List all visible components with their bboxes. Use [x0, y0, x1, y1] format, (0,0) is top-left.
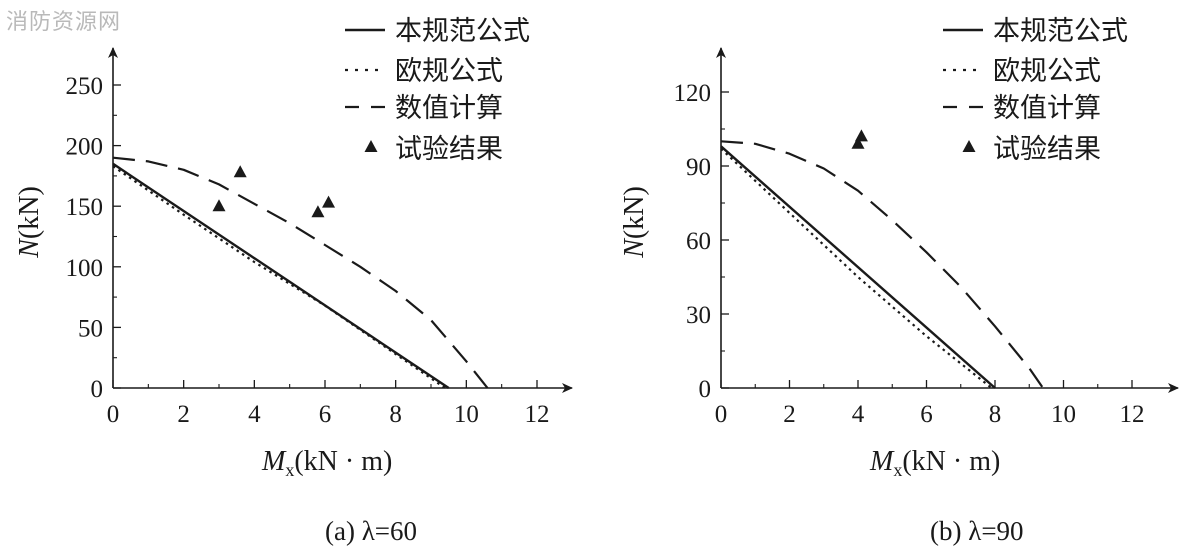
legend-marker-triangle — [962, 140, 976, 152]
test-result-marker — [311, 205, 325, 218]
series-line-dotted — [112, 165, 446, 389]
x-tick-label: 6 — [319, 401, 332, 428]
y-tick-label: 200 — [66, 134, 104, 161]
y-tick-label: 250 — [66, 73, 104, 100]
legend-label: 欧规公式 — [993, 56, 1101, 87]
y-tick-label: 0 — [699, 376, 712, 403]
legend-marker-triangle — [364, 140, 378, 152]
legend-label: 本规范公式 — [993, 16, 1128, 47]
series-line-solid — [720, 145, 996, 389]
chart-a: 0 2 4 6 8 10 12 0 50 100 150 200 250 N(kN) Mx(kN · m) 本… — [14, 16, 573, 546]
x-tick-label: 10 — [1051, 401, 1076, 428]
x-tick-label: 6 — [920, 401, 933, 428]
legend-label: 数值计算 — [993, 93, 1101, 124]
y-tick-label: 100 — [66, 255, 104, 282]
watermark-text: 消防资源网 — [6, 10, 122, 35]
y-tick-label: 120 — [674, 80, 712, 107]
y-tick-label: 90 — [686, 154, 711, 181]
test-result-marker — [212, 199, 226, 212]
legend-label: 欧规公式 — [395, 56, 503, 87]
y-tick-label: 50 — [78, 315, 103, 342]
x-tick-label: 4 — [852, 401, 865, 428]
legend-label: 试验结果 — [993, 134, 1101, 165]
y-tick-label: 60 — [686, 228, 711, 255]
series-line-solid — [112, 162, 450, 389]
x-tick-label: 2 — [783, 401, 796, 428]
x-tick-label: 10 — [454, 401, 479, 428]
series-line-dashed — [720, 140, 1044, 389]
series-line-dotted — [720, 147, 993, 389]
x-tick-label: 2 — [177, 401, 190, 428]
test-result-marker — [322, 195, 336, 208]
x-axis-label: Mx(kN · m) — [869, 446, 1000, 480]
legend-label: 试验结果 — [395, 134, 503, 165]
x-axis-label: Mx(kN · m) — [261, 446, 392, 480]
test-result-marker — [233, 165, 247, 178]
x-tick-label: 0 — [715, 401, 728, 428]
y-tick-label: 30 — [686, 302, 711, 329]
chart-caption: (b) λ=90 — [930, 516, 1024, 546]
y-axis-label: N(kN) — [619, 186, 650, 259]
test-result-marker — [851, 136, 865, 149]
y-tick-label: 0 — [91, 376, 104, 403]
x-tick-label: 0 — [107, 401, 120, 428]
series-line-dashed — [112, 156, 489, 389]
x-tick-label: 8 — [989, 401, 1002, 428]
legend-label: 本规范公式 — [395, 16, 530, 47]
test-result-marker — [854, 129, 868, 142]
legend-label: 数值计算 — [395, 93, 503, 124]
y-tick-label: 150 — [66, 194, 104, 221]
chart-caption: (a) λ=60 — [325, 516, 417, 546]
x-tick-label: 12 — [525, 401, 550, 428]
x-tick-label: 12 — [1120, 401, 1145, 428]
x-tick-label: 8 — [389, 401, 402, 428]
y-axis-label: N(kN) — [14, 186, 45, 259]
x-tick-label: 4 — [248, 401, 261, 428]
